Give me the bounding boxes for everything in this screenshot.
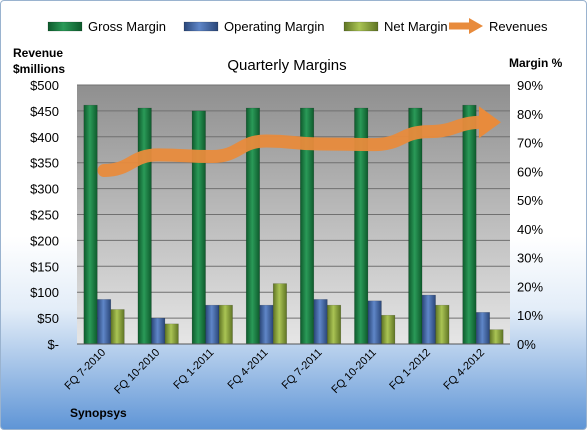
net-margin-bar xyxy=(435,304,450,345)
net-margin-bar xyxy=(110,309,125,345)
left-tick-label: $200 xyxy=(30,233,59,248)
left-tick-label: $450 xyxy=(30,104,59,119)
category-label: FQ 10-2010 xyxy=(112,347,162,397)
left-tick-label: $500 xyxy=(30,78,59,93)
legend: Gross Margin Operating Margin Net Margin Re… xyxy=(47,18,548,34)
legend-gross-margin-swatch xyxy=(47,21,83,32)
legend-gross-margin-label: Gross Margin xyxy=(88,19,166,34)
bar-series xyxy=(83,104,504,345)
net-margin-bar xyxy=(272,283,287,345)
left-tick-label: $150 xyxy=(30,259,59,274)
right-tick-label: 50% xyxy=(517,193,543,208)
left-tick-label: $100 xyxy=(30,285,59,300)
left-tick-label: $50 xyxy=(37,311,59,326)
category-label: FQ 4-2011 xyxy=(225,347,270,392)
gross-margin-bar xyxy=(408,107,423,345)
category-label: FQ 4-2012 xyxy=(441,347,487,393)
legend-net-margin-label: Net Margin xyxy=(384,19,448,34)
operating-margin-bar xyxy=(259,304,274,345)
right-tick-label: 80% xyxy=(517,107,543,122)
category-label: FQ 7-2011 xyxy=(280,347,325,392)
operating-margin-bar xyxy=(97,299,112,345)
category-label: FQ 7-2010 xyxy=(63,347,109,393)
category-label: FQ 10-2011 xyxy=(329,347,378,396)
left-tick-label: $300 xyxy=(30,182,59,197)
right-tick-label: 90% xyxy=(517,78,543,93)
net-margin-bar xyxy=(218,304,233,345)
right-tick-label: 70% xyxy=(517,136,543,151)
right-tick-label: 40% xyxy=(517,222,543,237)
gross-margin-bar xyxy=(462,104,477,345)
legend-net-margin-swatch xyxy=(343,21,379,32)
gross-margin-bar xyxy=(137,107,152,345)
legend-revenues-arrow xyxy=(469,18,483,34)
gross-margin-bar xyxy=(83,104,98,345)
category-label: FQ 1-2011 xyxy=(171,347,216,392)
legend-operating-margin-swatch xyxy=(183,21,219,32)
category-label: FQ 1-2012 xyxy=(387,347,433,393)
legend-revenues-label: Revenues xyxy=(489,19,548,34)
right-tick-label: 30% xyxy=(517,251,543,266)
net-margin-bar xyxy=(327,304,342,345)
right-tick-label: 0% xyxy=(517,337,536,352)
left-tick-label: $250 xyxy=(30,208,59,223)
legend-operating-margin-label: Operating Margin xyxy=(224,19,324,34)
left-tick-label: $- xyxy=(47,337,59,352)
left-axis-label-line2: $millions xyxy=(13,62,65,76)
company-name: Synopsys xyxy=(70,406,127,420)
gross-margin-bar xyxy=(191,110,206,345)
revenue-line xyxy=(97,115,490,177)
right-tick-label: 10% xyxy=(517,308,543,323)
revenue-arrowhead xyxy=(478,106,501,139)
operating-margin-bar xyxy=(421,294,436,345)
net-margin-bar xyxy=(381,314,396,345)
operating-margin-bar xyxy=(475,312,490,345)
net-margin-bar xyxy=(164,323,179,345)
right-tick-label: 20% xyxy=(517,279,543,294)
left-axis-label-line1: Revenue xyxy=(13,46,63,60)
chart-title: Quarterly Margins xyxy=(227,57,346,74)
revenue-series xyxy=(97,106,501,177)
operating-margin-bar xyxy=(313,299,328,345)
right-axis-label: Margin % xyxy=(509,56,563,70)
left-tick-label: $400 xyxy=(30,130,59,145)
operating-margin-bar xyxy=(151,317,166,345)
operating-margin-bar xyxy=(205,304,220,345)
right-tick-label: 60% xyxy=(517,164,543,179)
net-margin-bar xyxy=(489,329,504,345)
left-tick-label: $350 xyxy=(30,156,59,171)
operating-margin-bar xyxy=(367,300,382,345)
